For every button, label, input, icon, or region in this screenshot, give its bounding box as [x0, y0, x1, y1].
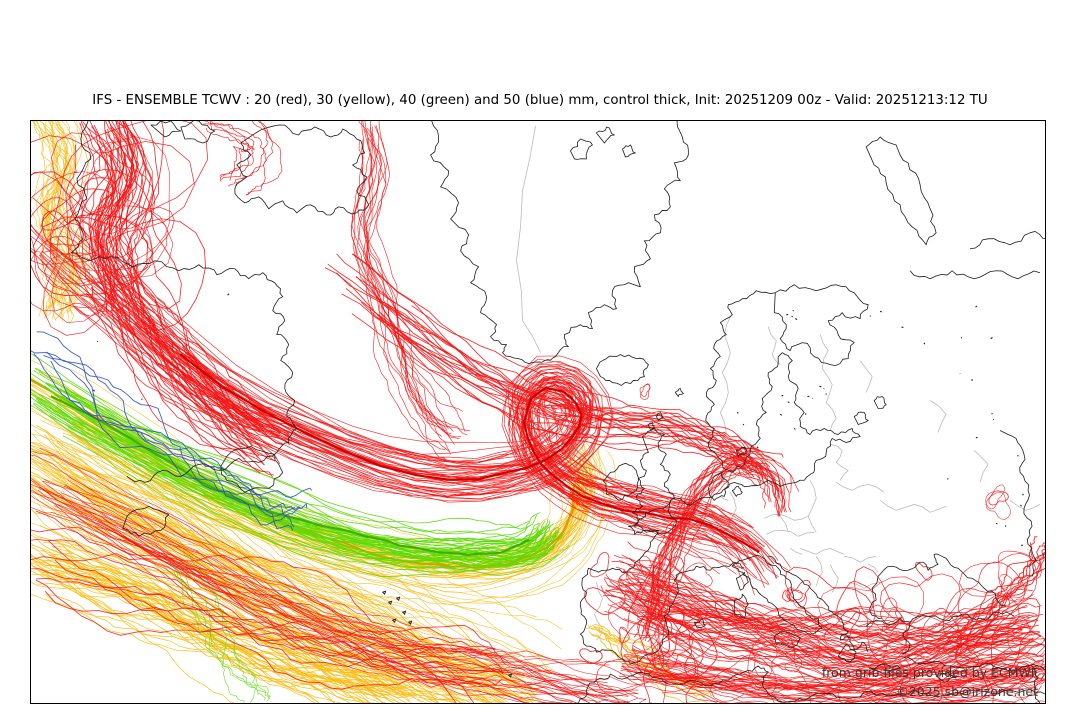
band-red-caspian-loop	[985, 484, 1011, 520]
band-red-norway	[324, 253, 784, 487]
country-borders-layer	[516, 125, 1041, 641]
band-blue-squiggles	[31, 331, 313, 531]
band-red-weurope	[627, 450, 800, 643]
band-red-iberia-loops	[579, 552, 722, 675]
band-red-uk-loop	[639, 383, 651, 400]
band-red-aegean-loops	[880, 597, 904, 634]
band-red-control	[179, 353, 760, 554]
band-red-ne-tongue	[945, 536, 1045, 658]
coastlines-layer	[70, 121, 1045, 703]
band-green-control	[50, 395, 530, 557]
spaghetti-map	[31, 121, 1045, 703]
ensemble-contours-layer	[31, 121, 1045, 703]
attribution-copyright: ©2025 sb@irizone.net	[896, 684, 1038, 699]
chart-title: IFS - ENSEMBLE TCWV : 20 (red), 30 (yell…	[92, 93, 988, 108]
band-red-med-loops	[595, 550, 1045, 703]
band-red-scatter	[31, 510, 506, 703]
band-yellow-plume	[31, 359, 616, 604]
band-red-top-strip	[202, 121, 283, 196]
band-red-italy-loop	[781, 587, 803, 602]
attribution-source: from grib files provided by ECMWF	[821, 665, 1038, 680]
map-frame: from grib files provided by ECMWF ©2025 …	[30, 120, 1046, 704]
band-red-davis	[351, 121, 471, 461]
attribution: from grib files provided by ECMWF ©2025 …	[822, 663, 1038, 701]
